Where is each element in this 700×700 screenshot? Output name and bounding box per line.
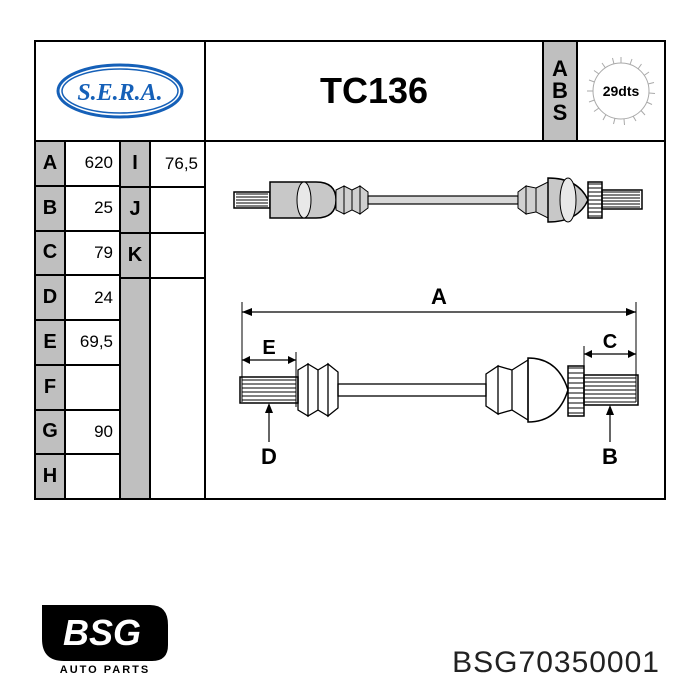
spec-value: 25 <box>66 187 119 230</box>
spec-value: 76,5 <box>151 142 204 186</box>
body-row: A620 B25 C79 D24 E69,5 F G90 H I76,5 J K <box>36 142 664 498</box>
bsg-logo: BSG AUTO PARTS <box>40 595 170 680</box>
spec-row: D24 <box>36 276 119 321</box>
sera-logo-icon: S.E.R.A. <box>50 56 190 126</box>
abs-letter: B <box>552 80 568 102</box>
spec-value: 90 <box>66 411 119 454</box>
svg-text:BSG: BSG <box>63 612 141 653</box>
dim-label-d: D <box>261 444 277 469</box>
spec-value <box>151 188 204 232</box>
axle-diagram: A E D <box>206 142 664 498</box>
axle-diagram-svg: A E D <box>206 142 664 498</box>
footer: BSG AUTO PARTS BSG70350001 <box>0 580 700 700</box>
spec-row: E69,5 <box>36 321 119 366</box>
spec-label: F <box>36 366 66 409</box>
svg-text:AUTO PARTS: AUTO PARTS <box>60 664 151 675</box>
dim-label-b: B <box>602 444 618 469</box>
dim-label-e: E <box>262 337 275 359</box>
spec-value: 24 <box>66 276 119 319</box>
abs-badge: A B S <box>544 42 578 140</box>
spec-row: A620 <box>36 142 119 187</box>
spec-label-empty <box>121 279 151 498</box>
spec-card: S.E.R.A. TC136 A B S 29dts <box>34 40 666 500</box>
spec-row: G90 <box>36 411 119 456</box>
bsg-logo-icon: BSG AUTO PARTS <box>40 595 170 675</box>
spec-row <box>121 279 204 498</box>
spec-value: 620 <box>66 142 119 185</box>
spec-value-empty <box>151 279 204 498</box>
spec-value: 69,5 <box>66 321 119 364</box>
axle-top-drawing <box>234 178 642 222</box>
spec-value <box>151 234 204 278</box>
spec-label: I <box>121 142 151 186</box>
spec-column-2: I76,5 J K <box>121 142 206 498</box>
brand-logo-cell: S.E.R.A. <box>36 42 206 140</box>
part-number: BSG70350001 <box>452 646 660 680</box>
spec-label: K <box>121 234 151 278</box>
part-code: TC136 <box>206 42 544 140</box>
spec-row: F <box>36 366 119 411</box>
spec-label: E <box>36 321 66 364</box>
spec-value <box>66 455 119 498</box>
spec-label: J <box>121 188 151 232</box>
spec-row: C79 <box>36 232 119 277</box>
spec-row: B25 <box>36 187 119 232</box>
spec-value <box>66 366 119 409</box>
axle-schematic: A E D <box>240 284 638 469</box>
abs-letter: A <box>552 58 568 80</box>
abs-letter: S <box>553 102 568 124</box>
dim-label-c: C <box>603 331 617 353</box>
spec-row: H <box>36 455 119 498</box>
gear-teeth-cell: 29dts <box>578 42 664 140</box>
spec-row: I76,5 <box>121 142 204 188</box>
header-row: S.E.R.A. TC136 A B S 29dts <box>36 42 664 142</box>
spec-label: B <box>36 187 66 230</box>
gear-teeth-text: 29dts <box>603 83 640 99</box>
spec-label: C <box>36 232 66 275</box>
sera-logo-text: S.E.R.A. <box>77 80 162 106</box>
spec-label: G <box>36 411 66 454</box>
spec-row: K <box>121 234 204 280</box>
spec-row: J <box>121 188 204 234</box>
spec-label: D <box>36 276 66 319</box>
spec-value: 79 <box>66 232 119 275</box>
spec-label: H <box>36 455 66 498</box>
spec-label: A <box>36 142 66 185</box>
dim-label-a: A <box>431 284 447 309</box>
spec-column-1: A620 B25 C79 D24 E69,5 F G90 H <box>36 142 121 498</box>
